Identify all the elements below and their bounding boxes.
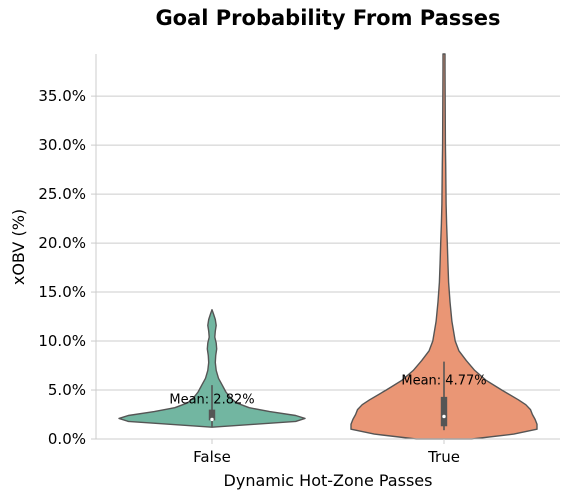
median-dot-true [442, 414, 446, 419]
mean-label-true: Mean: 4.77% [401, 373, 486, 388]
chart-title: Goal Probability From Passes [155, 6, 500, 30]
iqr-box-false [208, 409, 216, 421]
y-axis-label: xOBV (%) [9, 209, 28, 285]
y-gridlines [96, 95, 560, 440]
y-tick-label-2: 10.0% [38, 332, 86, 350]
x-axis-label: Dynamic Hot-Zone Passes [224, 471, 433, 490]
y-tick-label-1: 5.0% [48, 381, 86, 399]
violin-true [350, 53, 538, 440]
x-tick-label-false: False [193, 448, 231, 466]
y-tick-label-0: 0.0% [48, 430, 86, 448]
y-tick-label-7: 35.0% [38, 87, 86, 105]
median-dot-false [210, 417, 214, 422]
x-tick-label-true: True [427, 448, 460, 466]
mean-label-false: Mean: 2.82% [169, 392, 254, 407]
mean-annotations: Mean: 2.82% Mean: 4.77% [169, 373, 486, 407]
iqr-box-true [440, 396, 448, 427]
y-tick-label-3: 15.0% [38, 283, 86, 301]
violin-false [118, 309, 306, 428]
y-tick-label-6: 30.0% [38, 136, 86, 154]
y-tick-label-5: 25.0% [38, 185, 86, 203]
violins [118, 53, 538, 440]
y-tick-label-4: 20.0% [38, 234, 86, 252]
axes: 0.0% 5.0% 10.0% 15.0% 20.0% 25.0% 30.0% 35.0% Fa… [38, 54, 560, 466]
